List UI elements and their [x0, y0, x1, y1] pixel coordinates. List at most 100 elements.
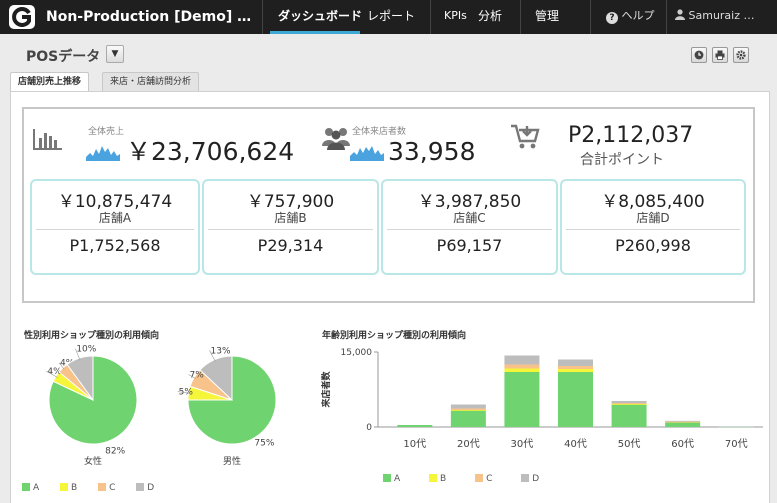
legend-swatch [136, 483, 145, 491]
pie-category-label: 女性 [84, 455, 102, 467]
store-card-b[interactable]: ￥757,900 店舗B P29,314 [202, 179, 379, 275]
pie-label-leader [209, 350, 216, 362]
pie-data-label: 7% [190, 371, 205, 381]
bar-segment-a[interactable] [504, 372, 540, 427]
legend-swatch [475, 474, 484, 482]
nav-report[interactable]: レポート [367, 9, 416, 23]
pie-data-label: 4% [47, 367, 62, 377]
store-card-c[interactable]: ￥3,987,850 店舗C P69,157 [381, 179, 558, 275]
bar-segment-a[interactable] [558, 372, 593, 427]
pie-label-leader [177, 391, 191, 394]
app-logo-icon[interactable] [8, 4, 36, 30]
store-sales: ￥757,900 [246, 192, 335, 212]
legend-item-c[interactable]: C [475, 474, 492, 484]
print-button[interactable] [712, 47, 728, 63]
x-tick-label: 10代 [403, 438, 426, 450]
legend-item-c[interactable]: C [98, 483, 115, 493]
total-visitors-label: 全体来店者数 [352, 127, 407, 137]
help-link[interactable]: ? ヘルプ [606, 0, 655, 34]
store-sales: ￥3,987,850 [417, 192, 522, 212]
pie-label-leader [46, 370, 58, 378]
x-tick-label: 60代 [671, 438, 694, 450]
x-tick-label: 70代 [725, 438, 748, 450]
legend-label: A [394, 474, 401, 484]
bar-segment-d[interactable] [718, 426, 754, 428]
bar-segment-d[interactable] [504, 355, 540, 365]
y-tick-label: 0 [366, 423, 372, 433]
legend-swatch [429, 474, 438, 482]
bar-segment-b[interactable] [558, 369, 593, 372]
bar-segment-c[interactable] [665, 421, 701, 423]
age-chart-legend: A B C D [383, 474, 565, 484]
divider [208, 229, 373, 230]
tab-visit-analysis[interactable]: 来店・店舗訪問分析 [102, 72, 200, 92]
store-points: P1,752,568 [69, 236, 161, 255]
bar-segment-b[interactable] [504, 368, 540, 373]
nav-kpis[interactable]: KPIs [444, 9, 467, 22]
legend-swatch [383, 474, 391, 482]
history-button[interactable] [691, 47, 707, 63]
store-points: P69,157 [436, 236, 503, 255]
nav-admin[interactable]: 管理 [535, 9, 560, 23]
store-card-d[interactable]: ￥8,085,400 店舗D P260,998 [560, 179, 746, 275]
bar-segment-c[interactable] [611, 403, 647, 404]
pie-slice-a[interactable] [187, 355, 277, 445]
bar-segment-c[interactable] [450, 408, 486, 411]
total-visitors-value: 33,958 [388, 137, 476, 166]
app-title[interactable]: Non-Production [Demo] … [46, 0, 251, 34]
divider [36, 229, 194, 230]
page-title: POSデータ [26, 49, 101, 65]
dashboard-dropdown-button[interactable]: ▼ [106, 45, 124, 63]
legend-label: D [147, 483, 155, 493]
legend-label: B [71, 483, 78, 493]
tab-store-sales-trend[interactable]: 店舗別売上推移 [10, 72, 90, 92]
x-tick-label: 20代 [457, 438, 480, 450]
pie-category-label: 男性 [223, 455, 241, 467]
gear-icon [736, 50, 746, 60]
bar-segment-c[interactable] [504, 364, 540, 369]
nav-dashboard[interactable]: ダッシュボード [270, 0, 362, 34]
legend-label: B [440, 474, 447, 484]
legend-label: D [532, 474, 540, 484]
bar-segment-a[interactable] [665, 422, 701, 427]
divider [566, 229, 740, 230]
legend-item-d[interactable]: D [521, 474, 539, 484]
total-points-label: 合計ポイント [580, 152, 664, 168]
total-sales-label: 全体売上 [88, 127, 125, 137]
bar-segment-a[interactable] [611, 404, 647, 428]
divider [430, 0, 431, 34]
store-card-a[interactable]: ￥10,875,474 店舗A P1,752,568 [30, 179, 200, 275]
legend-item-b[interactable]: B [429, 474, 446, 484]
user-menu[interactable]: Samuraiz … [675, 0, 755, 34]
legend-item-a[interactable]: A [22, 483, 39, 493]
legend-label: C [109, 483, 116, 493]
store-name: 店舗C [453, 211, 486, 225]
legend-swatch [98, 483, 107, 491]
bar-segment-a[interactable] [397, 425, 433, 427]
bar-segment-d[interactable] [665, 420, 701, 422]
nav-analysis[interactable]: 分析 [478, 9, 503, 23]
bar-segment-c[interactable] [558, 366, 593, 369]
legend-item-b[interactable]: B [60, 483, 77, 493]
gender-chart-legend: A B C D [22, 483, 172, 493]
bar-segment-a[interactable] [450, 410, 486, 428]
legend-item-d[interactable]: D [136, 483, 154, 493]
settings-button[interactable] [733, 47, 749, 63]
store-name: 店舗A [98, 211, 132, 225]
user-icon [675, 9, 685, 20]
store-name: 店舗D [636, 211, 670, 225]
bar-segment-b[interactable] [450, 410, 486, 411]
bar-segment-d[interactable] [611, 401, 647, 403]
legend-item-a[interactable]: A [383, 474, 400, 484]
legend-label: C [486, 474, 493, 484]
bar-segment-d[interactable] [450, 404, 486, 409]
bar-segment-b[interactable] [611, 404, 647, 405]
gender-chart-title: 性別利用ショップ種別の利用傾向 [24, 331, 160, 341]
bar-segment-d[interactable] [558, 359, 593, 367]
store-name: 店舗B [274, 211, 307, 225]
pie-label-leader [58, 362, 65, 370]
x-tick-label: 50代 [618, 438, 641, 450]
pie-data-label: 82% [105, 447, 125, 457]
pie-label-leader [188, 374, 196, 379]
divider [590, 0, 591, 34]
